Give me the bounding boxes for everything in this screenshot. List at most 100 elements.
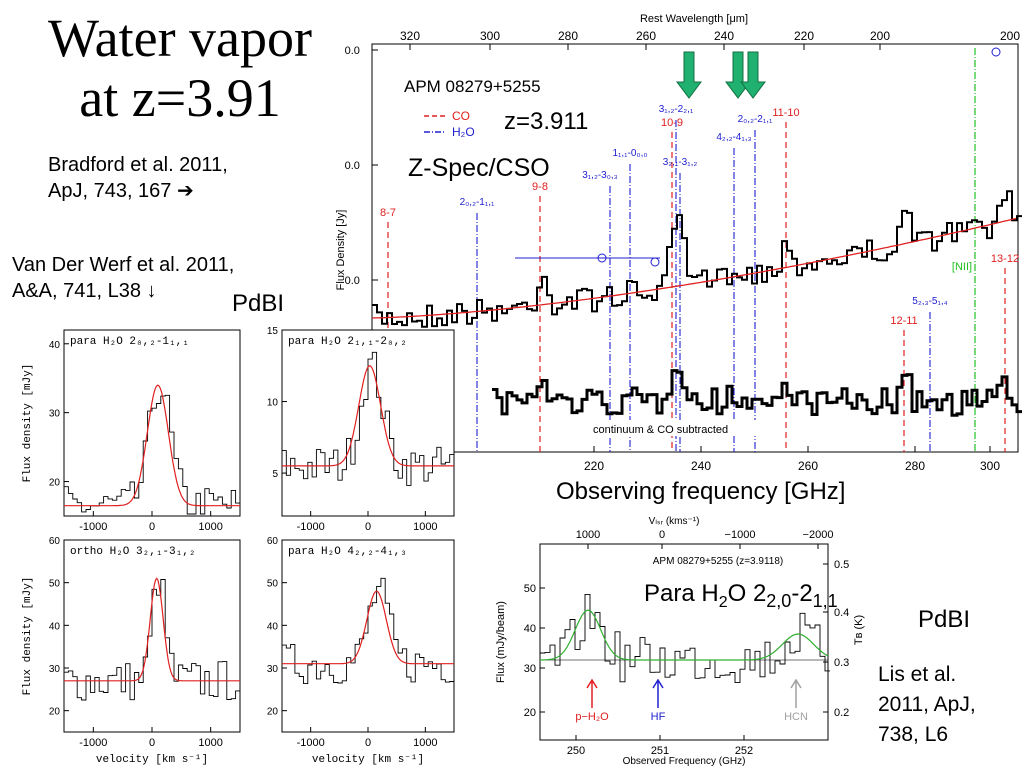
citation-bradford: Bradford et al. 2011, ApJ, 743, 167 ➔ [48, 152, 228, 204]
panel1-y-axis-label: Flux density [mJy] [22, 364, 34, 483]
lis-marker-label: HF [651, 711, 666, 723]
panel4-histogram [282, 577, 454, 685]
panel4-y-tick-label: 20 [267, 707, 279, 718]
panel1-y-tick-label: 40 [49, 340, 61, 351]
zspec-top-tick-label: 320 [400, 29, 420, 43]
observing-frequency-label: Observing frequency [GHz] [556, 478, 846, 505]
zspec-y-tick-label: 0.02 [345, 275, 366, 287]
zspec-top-tick-label: 240 [714, 29, 734, 43]
legend-h2o-label: H₂O [452, 125, 475, 139]
panel3-x-tick-label: -1000 [79, 737, 107, 749]
panel1-y-tick-label: 20 [49, 478, 61, 489]
title-line2: at z=3.91 [79, 68, 281, 128]
panel3-x-tick-label: 1000 [198, 737, 222, 749]
lis-right-axis-label: Tʙ (K) [853, 615, 865, 645]
citation-lis-line3: 738, L6 [878, 723, 949, 746]
h2o-line-label: 3₁,₂-2₂,₁ [659, 104, 694, 115]
citation-bradford-line1: Bradford et al. 2011, [48, 154, 228, 176]
co-line-label: 13-12 [991, 253, 1019, 265]
panel1-histogram [64, 394, 240, 515]
lis-x-tick-label: 252 [735, 745, 753, 757]
panel4-y-tick-label: 40 [267, 621, 279, 632]
title-line1: Water vapor [47, 8, 312, 68]
panel4-label: para H₂O 4₂,₂-4₁,₃ [288, 546, 407, 558]
h2o-line-label: 2₀,₂-1₁,₁ [460, 197, 495, 208]
zspec-top-tick-label: 200 [870, 29, 890, 43]
panel2-frame [281, 329, 455, 517]
zspec-top-tick-label: 260 [636, 29, 656, 43]
zspec-top-tick-label: 280 [558, 29, 578, 43]
zspec-subtracted-annotation: continuum & CO subtracted [593, 424, 728, 436]
green-arrow-icon [740, 51, 766, 99]
zspec-top-axis-label: Rest Wavelength [μm] [640, 13, 748, 25]
panel3-gaussian-fit [64, 577, 240, 682]
panel1-frame [63, 329, 241, 517]
co-line-label: 10-9 [661, 117, 683, 129]
panel3-y-tick-label: 50 [49, 579, 61, 590]
pdbi-label-left: PdBI [232, 290, 285, 317]
zspec-title: APM 08279+5255 [404, 77, 541, 96]
green-arrow-icon [725, 51, 751, 99]
lis-x-tick-label: 250 [567, 745, 585, 757]
zspec-y-axis-label: Flux Density [Jy] [335, 210, 347, 291]
lis-right-tick-label: 0.2 [834, 707, 849, 719]
para-h2o-label: Para H2O 22,0-21,1 [644, 580, 838, 612]
panel3-y-tick-label: 40 [49, 621, 61, 632]
citation-lis: Lis et al. 2011, ApJ, 738, L6 [878, 660, 976, 750]
para-h2o-sub2: 2 [718, 593, 728, 611]
para-h2o-o: O 2 [727, 580, 767, 607]
pdbi-label-right: PdBI [918, 606, 971, 633]
zspec-subtracted-spectrum [492, 369, 1022, 417]
lis-marker-label: HCN [784, 711, 808, 723]
para-h2o-prefix: Para H [644, 580, 719, 607]
panel3-y-tick-label: 60 [49, 536, 61, 547]
lis-top-axis-label: Vₗₛᵣ (kms⁻¹) [649, 516, 700, 527]
lis-right-tick-label: 0.3 [834, 657, 849, 669]
citation-vanderwerf-line1: Van Der Werf et al. 2011, [12, 254, 235, 276]
lis-right-tick-label: 0.5 [834, 559, 849, 571]
para-h2o-sub: 2,0 [766, 590, 792, 611]
para-h2o-sub3: 1,1 [812, 590, 838, 611]
panel1-label: para H₂O 2₀,₂-1₁,₁ [70, 336, 189, 348]
lis-y-axis-label: Flux (mJy/beam) [495, 601, 507, 683]
panel4-x-tick-label: 1000 [413, 737, 437, 749]
frame-gap [360, 44, 370, 464]
lis-marker-arrow-icon [586, 678, 598, 708]
lis-fit [539, 609, 829, 661]
zspec-x-tick-label: 280 [905, 459, 925, 473]
panel3-label: ortho H₂O 3₂,₁-3₁,₂ [70, 546, 195, 558]
panel3-x-tick-label: 0 [149, 737, 155, 749]
panel2-gaussian-fit [282, 365, 454, 467]
panel4-x-tick-label: -1000 [297, 737, 325, 749]
citation-lis-line1: Lis et al. [878, 663, 957, 686]
panel2-x-tick-label: 1000 [413, 521, 437, 533]
nii-line-label: [NII] [952, 261, 972, 273]
panel4-y-tick-label: 50 [267, 579, 279, 590]
zspec-x-tick-label: 260 [798, 459, 818, 473]
redshift-label: z=3.911 [504, 108, 589, 135]
panel1-x-tick-label: 1000 [198, 521, 222, 533]
lis-x-axis-label: Observed Frequency (GHz) [623, 756, 746, 767]
panel3-frame [63, 539, 241, 733]
panel4-x-axis-label: velocity [km s⁻¹] [312, 754, 424, 766]
citation-bradford-line2: ApJ, 743, 167 ➔ [48, 180, 194, 202]
panel2-y-tick-label: 15 [267, 326, 279, 337]
zspec-y-tick-label: 0.04 [345, 160, 366, 172]
panel4-gaussian-fit [282, 590, 454, 665]
annotation-bg [590, 420, 760, 436]
co-line-label: 12-11 [890, 315, 917, 327]
lis-y-tick-label: 40 [524, 623, 536, 635]
panel2-x-tick-label: 0 [365, 521, 371, 533]
zspec-x-tick-label: 300 [980, 459, 1000, 473]
lis-top-tick-label: 0 [659, 529, 665, 541]
lis-top-tick-label: −1000 [725, 529, 756, 541]
co-line-label: 11-10 [772, 107, 799, 119]
lis-title: APM 08279+5255 (z=3.9118) [653, 556, 783, 567]
citation-vanderwerf-line2: A&A, 741, L38 ↓ [12, 280, 157, 302]
panel4-y-tick-label: 60 [267, 536, 279, 547]
slide-title: Water vapor at z=3.91 [10, 8, 350, 128]
panel4-frame [281, 539, 455, 733]
h2o-line-label: 5₂,₃-5₁,₄ [912, 296, 947, 307]
panel1-gaussian-fit [64, 384, 240, 507]
zspec-label: Z-Spec/CSO [408, 154, 550, 182]
